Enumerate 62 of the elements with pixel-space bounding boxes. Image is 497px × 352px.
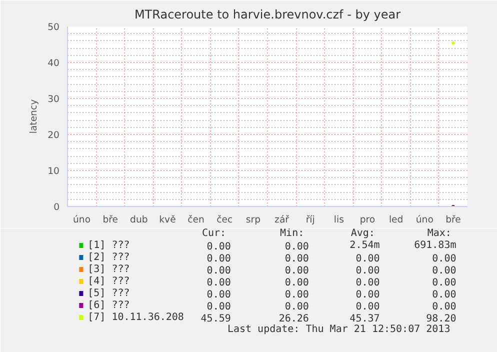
text: 2.54m (350, 240, 380, 251)
x-tick-label: pro (360, 214, 376, 226)
x-tick-label: čen (188, 214, 205, 226)
legend-label: [3] ??? (88, 264, 130, 275)
text: Max: (427, 228, 452, 239)
text: 0.00 (432, 254, 456, 264)
x-tick-label: bře (102, 214, 118, 226)
chart-title: MTRaceroute to harvie.brevnov.czf - by year (134, 8, 401, 22)
text: 0.00 (206, 242, 231, 252)
x-tick-label: říj (306, 214, 315, 226)
text: Min: (280, 228, 304, 239)
text: 0.00 (356, 278, 380, 288)
y-tick-label: 0 (54, 202, 60, 213)
text: 0.00 (284, 242, 309, 252)
text: 0.00 (206, 278, 231, 288)
x-tick-label: úno (416, 214, 434, 226)
text: 0.00 (356, 254, 380, 264)
x-tick-label: zář (274, 214, 290, 226)
x-tick-label: úno (73, 214, 91, 226)
text: Cur: (202, 228, 226, 239)
legend-label: [1] ??? (88, 240, 130, 251)
text: 0.00 (284, 302, 309, 312)
text: 0.00 (284, 266, 309, 276)
y-tick-label: 40 (48, 58, 60, 69)
y-axis-title: latency (28, 98, 40, 134)
x-tick-label: lis (334, 214, 344, 226)
x-tick-label: srp (246, 214, 261, 226)
text: 0.00 (432, 266, 456, 276)
text: 0.00 (284, 290, 309, 300)
x-tick-label: led (388, 214, 404, 226)
legend-label: [2] ??? (88, 252, 130, 263)
x-tick-label: dub (130, 214, 148, 226)
text: 26.26 (278, 314, 309, 324)
text: 0.00 (206, 266, 231, 276)
text: 98.20 (426, 314, 456, 324)
text: 0.00 (206, 302, 231, 312)
text: 45.37 (350, 314, 380, 324)
text: 691.83m (414, 240, 456, 251)
text: 0.00 (356, 266, 380, 276)
text: Avg: (350, 228, 375, 239)
text: 0.00 (356, 290, 380, 300)
x-tick-label: čec (216, 214, 233, 226)
legend-label: [7] 10.11.36.208 (88, 312, 184, 323)
legend-label: [6] ??? (88, 300, 130, 311)
text: 0.00 (432, 302, 456, 312)
text: Last update: Thu Mar 21 12:50:07 2013 (227, 324, 450, 335)
x-tick-label: bře (446, 214, 462, 226)
text: 0.00 (284, 278, 309, 288)
y-tick-label: 10 (48, 166, 60, 177)
text: 0.00 (432, 278, 456, 288)
text: 45.59 (200, 314, 231, 324)
legend-label: [4] ??? (88, 276, 130, 287)
y-tick-label: 30 (48, 94, 60, 105)
text: 0.00 (206, 290, 231, 300)
y-tick-label: 50 (48, 22, 60, 33)
x-tick-label: kvě (159, 214, 176, 226)
text: 0.00 (206, 254, 231, 264)
text: 0.00 (284, 254, 309, 264)
y-tick-label: 20 (48, 130, 60, 141)
text: 0.00 (432, 290, 456, 300)
text: 0.00 (356, 302, 380, 312)
legend-label: [5] ??? (88, 288, 130, 299)
